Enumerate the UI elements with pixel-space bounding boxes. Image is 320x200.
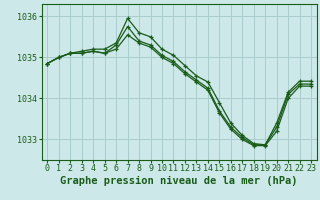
X-axis label: Graphe pression niveau de la mer (hPa): Graphe pression niveau de la mer (hPa) [60, 176, 298, 186]
